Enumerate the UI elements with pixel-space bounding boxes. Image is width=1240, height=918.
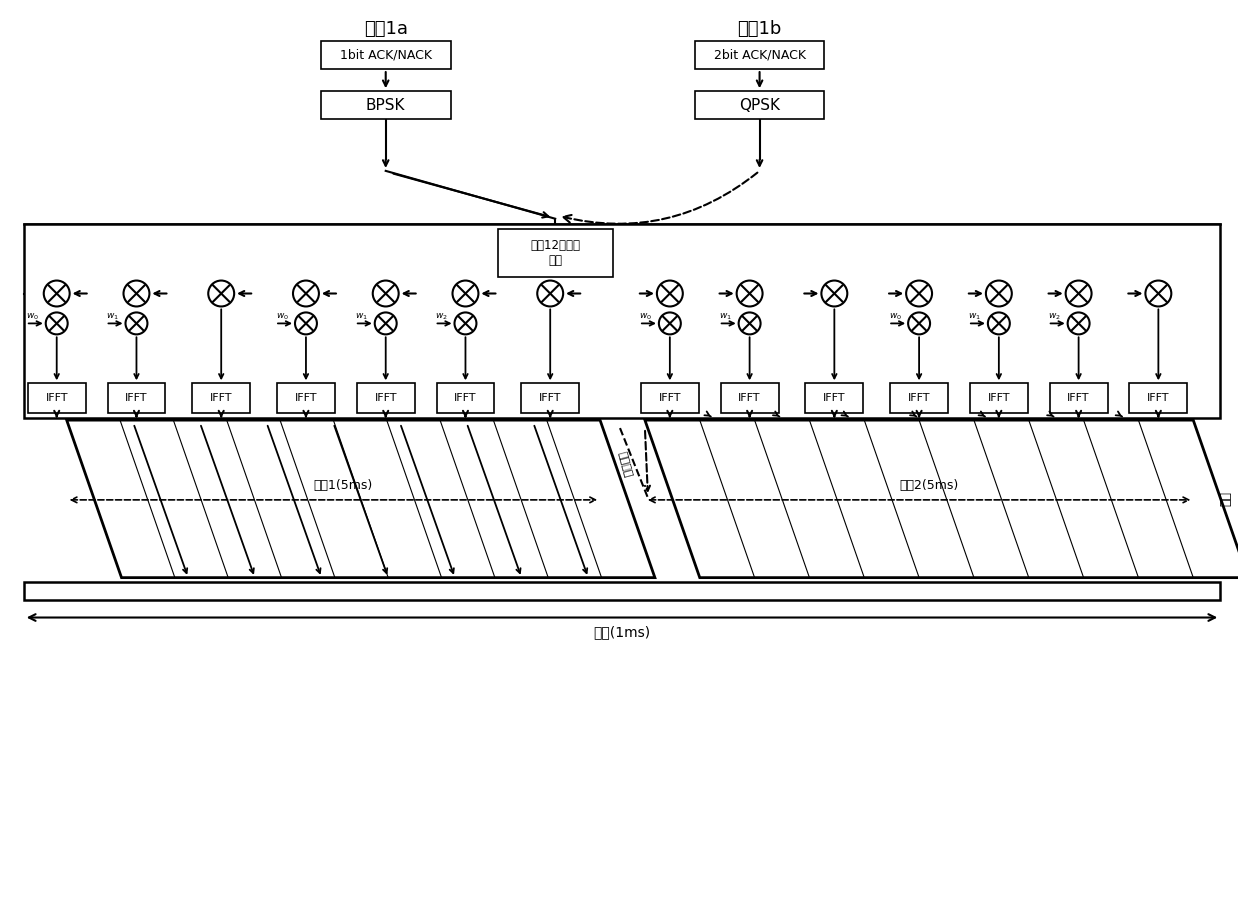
FancyArrowPatch shape [563, 173, 758, 224]
Bar [277, 383, 335, 413]
Text: $w_2$: $w_2$ [1048, 311, 1061, 321]
Text: $w_0$: $w_0$ [275, 311, 289, 321]
Bar [521, 383, 579, 413]
Text: IFFT: IFFT [125, 393, 148, 403]
Text: 时隙2(5ms): 时隙2(5ms) [899, 479, 959, 492]
Bar [24, 582, 1220, 599]
Text: 1bit ACK/NACK: 1bit ACK/NACK [340, 49, 432, 62]
Bar [641, 383, 699, 413]
Text: IFFT: IFFT [738, 393, 761, 403]
Text: 格式1b: 格式1b [738, 20, 781, 39]
Polygon shape [67, 420, 655, 577]
Text: IFFT: IFFT [1147, 393, 1169, 403]
Text: 时域(1ms): 时域(1ms) [594, 625, 651, 640]
Bar [192, 383, 250, 413]
Text: IFFT: IFFT [908, 393, 930, 403]
Bar [806, 383, 863, 413]
Bar [890, 383, 949, 413]
Text: $w_0$: $w_0$ [26, 311, 40, 321]
Text: 2bit ACK/NACK: 2bit ACK/NACK [713, 49, 806, 62]
Text: IFFT: IFFT [658, 393, 681, 403]
Text: IFFT: IFFT [823, 393, 846, 403]
Text: IFFT: IFFT [1068, 393, 1090, 403]
Text: IFFT: IFFT [46, 393, 68, 403]
Bar [694, 91, 825, 119]
Bar [694, 41, 825, 69]
Bar [321, 41, 450, 69]
Text: IFFT: IFFT [987, 393, 1011, 403]
Text: $w_1$: $w_1$ [107, 311, 119, 321]
Bar [24, 224, 1220, 418]
Text: IFFT: IFFT [210, 393, 232, 403]
Text: $w_0$: $w_0$ [889, 311, 901, 321]
Bar [1050, 383, 1107, 413]
Text: $w_1$: $w_1$ [968, 311, 981, 321]
Text: 长度12的正交
序列: 长度12的正交 序列 [531, 239, 580, 266]
Text: 频域跳频: 频域跳频 [616, 451, 634, 479]
Text: 格式1a: 格式1a [363, 20, 408, 39]
Bar [357, 383, 414, 413]
Text: 频域: 频域 [1220, 491, 1233, 507]
Bar [108, 383, 165, 413]
Text: $w_2$: $w_2$ [435, 311, 448, 321]
Text: IFFT: IFFT [454, 393, 476, 403]
Bar [498, 229, 613, 276]
Text: $w_0$: $w_0$ [640, 311, 652, 321]
Bar [27, 383, 86, 413]
Text: IFFT: IFFT [539, 393, 562, 403]
Bar [970, 383, 1028, 413]
Bar [436, 383, 495, 413]
Text: IFFT: IFFT [374, 393, 397, 403]
Polygon shape [645, 420, 1240, 577]
Bar [1130, 383, 1187, 413]
Text: 时隙1(5ms): 时隙1(5ms) [314, 479, 373, 492]
Bar [720, 383, 779, 413]
Text: $w_1$: $w_1$ [356, 311, 368, 321]
Text: IFFT: IFFT [295, 393, 317, 403]
Bar [321, 91, 450, 119]
Text: QPSK: QPSK [739, 97, 780, 113]
Text: $w_1$: $w_1$ [719, 311, 732, 321]
Text: BPSK: BPSK [366, 97, 405, 113]
